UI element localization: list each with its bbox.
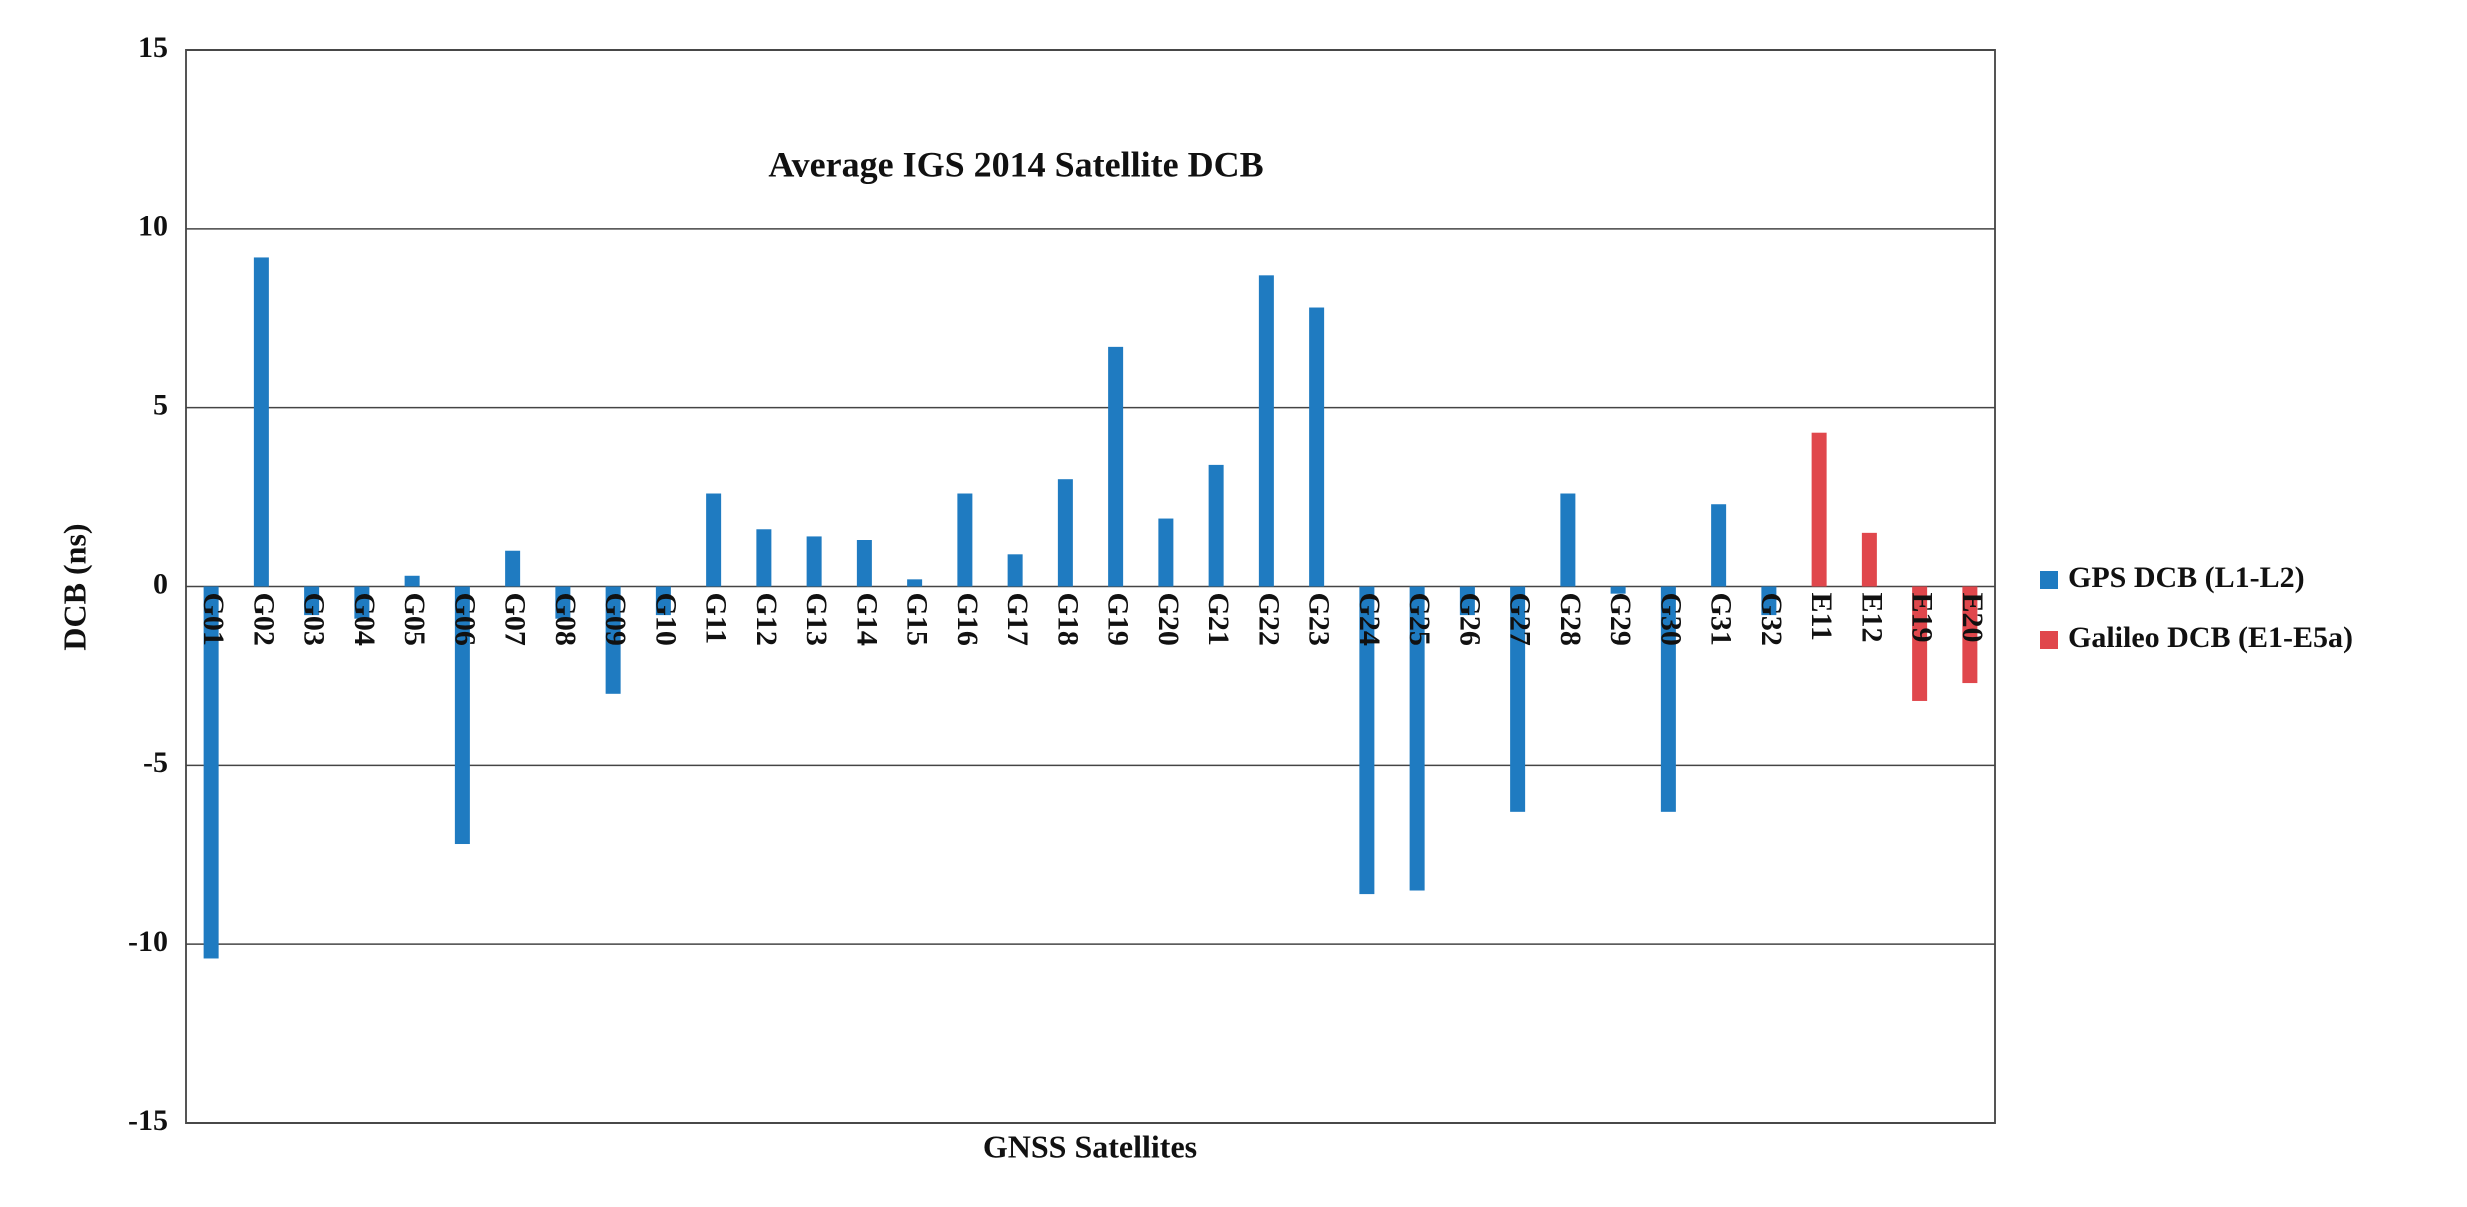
legend-label: GPS DCB (L1-L2)	[2068, 561, 2305, 594]
bar	[605, 586, 621, 694]
x-tick-label: E19	[1906, 593, 1939, 643]
x-tick-label: G28	[1554, 593, 1587, 646]
bar	[1108, 346, 1124, 587]
bar	[1309, 307, 1325, 587]
x-tick-label: G27	[1504, 593, 1537, 646]
bar	[957, 493, 973, 587]
bar	[1258, 275, 1274, 587]
y-tick-label: -5	[143, 746, 168, 779]
bar	[404, 575, 420, 587]
x-tick-label: G06	[448, 593, 481, 646]
x-tick-label: G31	[1705, 593, 1738, 646]
x-tick-label: G11	[700, 593, 733, 645]
x-tick-label: E20	[1956, 593, 1989, 643]
bar	[1861, 532, 1877, 587]
x-tick-label: G16	[951, 593, 984, 646]
x-tick-label: G07	[499, 593, 532, 646]
x-tick-label: G19	[1102, 593, 1135, 646]
x-tick-label: G29	[1604, 593, 1637, 646]
x-tick-label: G18	[1051, 593, 1084, 646]
x-tick-label: G15	[901, 593, 934, 646]
x-tick-label: G08	[549, 593, 582, 646]
x-tick-label: G30	[1654, 593, 1687, 646]
bar	[1610, 586, 1626, 594]
bar	[1510, 586, 1526, 812]
bar	[1208, 464, 1224, 587]
bar	[1761, 586, 1777, 616]
bar	[1057, 479, 1073, 587]
bar	[806, 536, 822, 587]
bar	[907, 579, 923, 587]
y-tick-label: 10	[138, 210, 168, 243]
bar	[1359, 586, 1375, 895]
x-tick-label: G25	[1403, 593, 1436, 646]
y-axis-title: DCB (ns)	[56, 523, 92, 650]
bar	[1912, 586, 1928, 701]
bar	[1711, 504, 1727, 587]
x-tick-label: G20	[1152, 593, 1185, 646]
x-tick-label: G01	[197, 593, 230, 646]
y-tick-label: -15	[128, 1104, 168, 1137]
bar	[856, 540, 872, 587]
x-tick-label: G23	[1303, 593, 1336, 646]
bar	[354, 586, 370, 619]
bar	[203, 586, 219, 959]
x-tick-label: G26	[1453, 593, 1486, 646]
bar	[1158, 518, 1174, 587]
y-tick-label: 0	[153, 567, 168, 600]
bar	[1660, 586, 1676, 812]
bar	[1811, 432, 1827, 587]
legend-swatch	[2040, 571, 2058, 589]
bar	[1409, 586, 1425, 891]
y-tick-label: 15	[138, 31, 168, 64]
bar	[1560, 493, 1576, 587]
bar	[655, 586, 671, 616]
x-tick-label: G04	[348, 593, 381, 646]
x-tick-label: G32	[1755, 593, 1788, 646]
x-tick-label: G22	[1252, 593, 1285, 646]
bar	[304, 586, 320, 616]
x-tick-label: G02	[247, 593, 280, 646]
x-tick-label: E11	[1805, 593, 1838, 641]
chart-title: Average IGS 2014 Satellite DCB	[768, 144, 1263, 184]
y-tick-label: 5	[153, 389, 168, 422]
bar	[1007, 554, 1023, 587]
x-axis-title: GNSS Satellites	[983, 1128, 1197, 1164]
x-tick-label: G05	[398, 593, 431, 646]
bar	[1962, 586, 1978, 684]
x-tick-label: G21	[1202, 593, 1235, 646]
x-tick-label: G14	[850, 593, 883, 646]
bar	[706, 493, 722, 587]
bar	[756, 529, 772, 587]
bar	[253, 257, 269, 587]
x-tick-label: G24	[1353, 593, 1386, 646]
x-tick-label: G09	[599, 593, 632, 646]
x-tick-label: G03	[298, 593, 331, 646]
x-tick-label: G12	[750, 593, 783, 646]
legend-label: Galileo DCB (E1-E5a)	[2068, 621, 2353, 654]
x-tick-label: G10	[649, 593, 682, 646]
x-tick-label: G13	[800, 593, 833, 646]
bar	[505, 550, 521, 587]
legend-swatch	[2040, 631, 2058, 649]
bar	[454, 586, 470, 845]
x-tick-label: G17	[1001, 593, 1034, 646]
y-tick-label: -10	[128, 925, 168, 958]
bar	[1459, 586, 1475, 616]
bar	[555, 586, 571, 619]
x-tick-label: E12	[1855, 593, 1888, 643]
